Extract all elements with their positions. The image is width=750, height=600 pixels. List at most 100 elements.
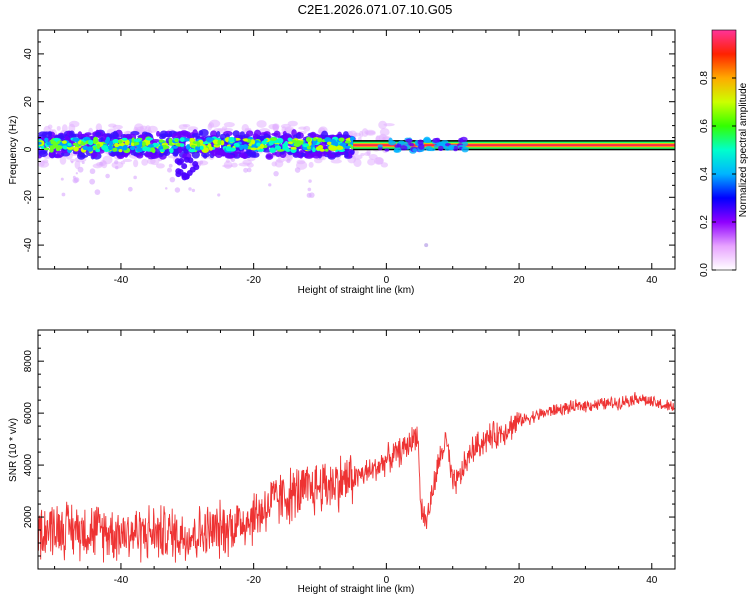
spectrogram-core [41,131,52,139]
spectrogram-xtick-label: 40 [646,275,658,286]
spectrogram-core [271,132,279,136]
spectrogram-peak [242,144,249,150]
spectrogram-peak [317,137,323,143]
spectrogram-outlier [217,193,221,197]
spectrogram-halo [150,157,160,166]
spectrogram-peak [259,143,265,149]
colorbar-tick-label: 0.4 [699,167,710,181]
spectrogram-peak [306,145,311,150]
spectrogram-peak [44,137,49,143]
spectrogram-halo [231,162,238,168]
spectrogram-peak [294,140,302,146]
spectrogram-core [159,130,169,138]
spectrogram-peak [118,149,123,153]
spectrogram-core [241,153,248,160]
snr-ytick-label: 4000 [23,454,34,477]
spectrogram-peak [165,145,170,149]
spectrogram-halo [313,157,323,164]
spectrogram-peak [291,139,297,143]
spectrogram-peak [171,145,179,149]
spectrogram-outlier [306,192,312,198]
spectrogram-peak [112,147,118,152]
spectrogram-core [311,151,321,159]
spectrogram-perturbation [397,140,405,145]
spectrogram-peak [53,138,61,141]
spectrogram-peak [212,139,219,145]
colorbar-ticks: 0.0 0.2 0.4 0.6 0.8 [699,71,736,277]
spectrogram-peak [228,136,235,143]
snr-ylabel: SNR (10 * v/v) [8,418,19,482]
spectrogram-core [156,130,161,137]
spectrogram-core [178,147,183,154]
spectrogram-outlier [81,161,85,165]
spectrogram-peak [67,142,72,147]
spectrogram-peak [328,144,335,151]
spectrogram-peak [310,144,315,148]
spectrogram-ytick-label: -40 [23,237,34,252]
spectrogram-ytick-label: 20 [23,96,34,108]
spectrogram-halo [268,123,278,130]
spectrogram-halo [225,159,230,163]
spectrogram-peak [114,143,120,148]
colorbar-tick-label: 0.2 [699,215,710,229]
spectrogram-peak [101,145,109,151]
spectrogram-core [122,134,130,139]
spectrogram-perturbation [412,148,418,153]
snr-frame [37,329,676,570]
spectrogram-core [267,135,272,139]
spectrogram-outlier [89,178,96,185]
spectrogram-peak [243,138,248,142]
spectrogram-halo [221,126,228,130]
spectrogram-outlier [61,192,66,197]
spectrogram-outlier [273,170,279,177]
spectrogram-halo [139,125,148,130]
spectrogram-peak [55,147,60,152]
spectrogram-peak [220,140,225,146]
spectrogram-dip [192,161,199,168]
spectrogram-core [217,149,222,155]
spectrogram-peak [179,137,185,143]
spectrogram-peak [338,137,345,142]
spectrogram-outlier [99,161,103,166]
spectrogram-halo [274,159,284,168]
spectrogram-core [94,132,102,136]
spectrogram-core [328,153,336,158]
colorbar-gradient [711,29,737,271]
spectrogram-halo [246,162,254,168]
spectrogram-peak [250,139,256,145]
spectrogram-halo [209,119,221,128]
spectrogram-perturbation [417,143,425,150]
spectrogram-outlier [133,175,137,180]
spectrogram-core [181,130,191,137]
spectrogram-peak [147,144,154,148]
colorbar-tick-label: 0.0 [699,263,710,277]
snr-xtick-label: 0 [384,575,390,586]
spectrogram-peak [196,141,201,147]
spectrogram-halo [321,155,326,161]
spectrogram-axes: -40 -20 0 20 40 -40 -20 0 20 40 [23,29,675,286]
spectrogram-perturbation [444,146,451,151]
spectrogram-peak [290,146,297,150]
spectrogram-core [53,154,63,159]
spectrogram-peak [233,142,240,147]
snr-xtick-label: -20 [246,575,261,586]
spectrogram-peak [276,138,282,143]
spectrogram-perturbation [393,147,402,153]
colorbar-tick-label: 0.8 [699,71,710,85]
spectrogram-halo [364,129,376,135]
spectrogram-peak [319,148,325,152]
spectrogram-peak [194,145,202,151]
spectrogram-outlier [188,187,192,191]
spectrogram-outlier [89,168,96,175]
spectrogram-xtick-label: -20 [246,275,261,286]
snr-xtick-label: 20 [514,575,526,586]
spectrogram-halo [298,126,307,130]
spectrogram-peak [95,148,101,153]
spectrogram-halo [59,155,67,165]
spectrogram-core [256,135,266,141]
spectrogram-outlier [307,187,312,192]
spectrogram-peak [202,141,209,145]
spectrogram-peak [151,148,156,154]
spectrogram-peak [174,138,179,143]
